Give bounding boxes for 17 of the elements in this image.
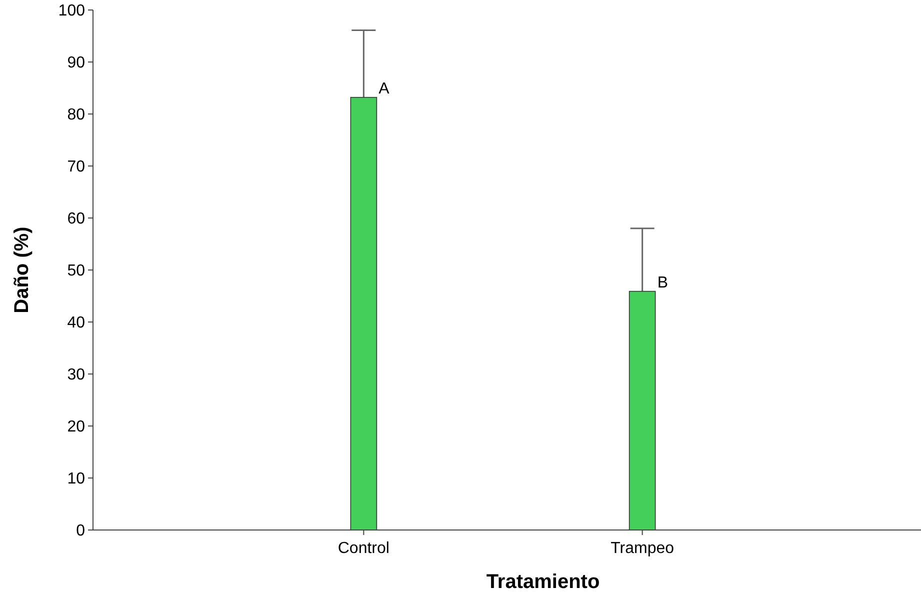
x-tick-label: Control xyxy=(338,540,390,557)
y-tick-label: 80 xyxy=(67,106,86,124)
annotation: B xyxy=(657,274,668,292)
y-tick-label: 50 xyxy=(67,262,86,280)
y-tick-label: 40 xyxy=(67,314,86,332)
y-tick-label: 10 xyxy=(67,470,86,488)
y-tick-label: 90 xyxy=(67,54,86,72)
y-axis-title: Daño (%) xyxy=(11,226,33,314)
x-axis-title: Tratamiento xyxy=(486,571,600,592)
y-tick-label: 0 xyxy=(76,522,86,540)
y-tick-label: 70 xyxy=(67,158,86,176)
y-tick-label: 60 xyxy=(67,210,86,228)
y-tick-label: 20 xyxy=(67,418,86,436)
annotation: A xyxy=(378,80,390,98)
x-tick-label: Trampeo xyxy=(610,540,674,557)
y-tick-label: 100 xyxy=(58,2,86,20)
y-tick-label: 30 xyxy=(67,366,86,384)
